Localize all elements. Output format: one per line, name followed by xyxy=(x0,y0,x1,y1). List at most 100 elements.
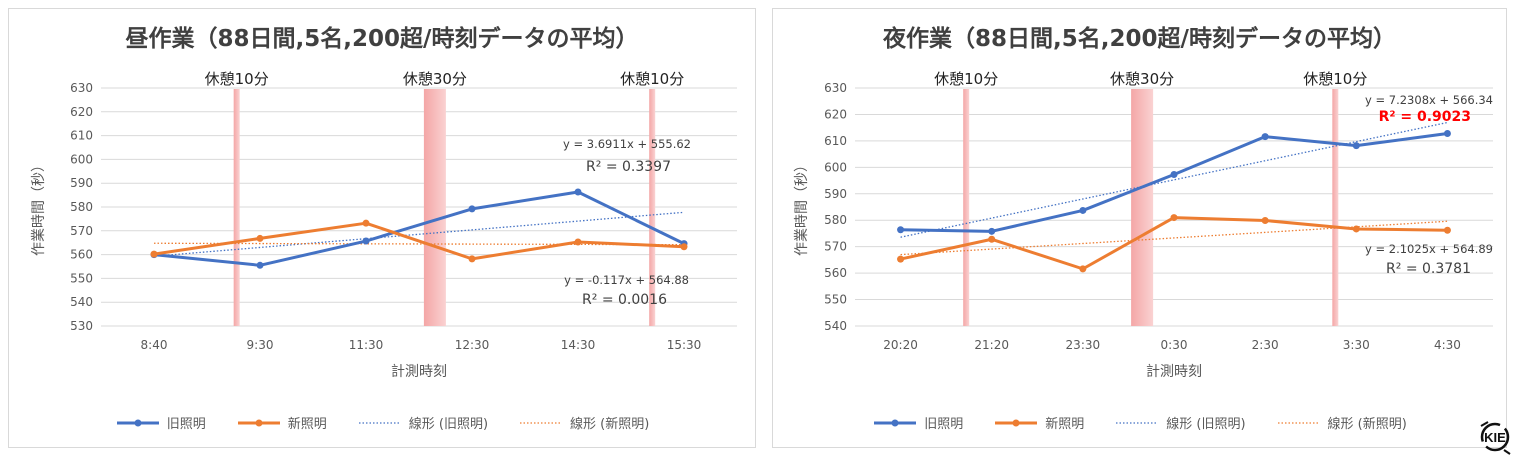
data-point xyxy=(256,234,264,242)
legend-label: 旧照明 xyxy=(166,417,206,432)
trendline-r-squared: R² = 0.9023 xyxy=(1379,109,1471,125)
break-label: 休憩30分 xyxy=(403,70,467,88)
trendline-equation: y = -0.117x + 564.88 xyxy=(564,273,689,287)
trendline-equation: y = 2.1025x + 564.89 xyxy=(1365,242,1493,256)
legend-marker-new xyxy=(995,419,1038,426)
legend-label: 新照明 xyxy=(1045,417,1085,432)
data-point xyxy=(468,205,476,213)
x-tick-label: 12:30 xyxy=(455,338,490,352)
data-point xyxy=(1443,226,1451,234)
legend-marker-old xyxy=(116,419,159,426)
data-point xyxy=(1079,206,1087,214)
data-point xyxy=(1443,129,1451,137)
chart-title: 昼作業（88日間,5名,200超/時刻データの平均） xyxy=(125,26,639,52)
y-tick-label: 620 xyxy=(70,105,93,119)
data-point xyxy=(1079,265,1087,273)
data-point xyxy=(1170,214,1178,222)
x-axis-title: 計測時刻 xyxy=(1146,364,1202,380)
trendline xyxy=(153,211,685,257)
x-tick-label: 14:30 xyxy=(561,338,596,352)
data-point xyxy=(1261,133,1269,141)
trendline-r-squared: R² = 0.3397 xyxy=(586,159,671,175)
data-point xyxy=(468,255,476,263)
x-tick-label: 0:30 xyxy=(1161,338,1188,352)
logo-text: KIE xyxy=(1484,430,1506,445)
legend-trend-new: 線形 (新照明) xyxy=(1276,413,1407,432)
x-tick-label: 8:40 xyxy=(141,338,168,352)
break-band xyxy=(963,89,970,326)
x-tick-label: 3:30 xyxy=(1343,338,1370,352)
legend-marker-old xyxy=(874,419,917,426)
trendline-r-squared: R² = 0.0016 xyxy=(582,292,667,308)
day-shift-chart: 昼作業（88日間,5名,200超/時刻データの平均） 530 540 550 560 5… xyxy=(8,8,756,448)
y-tick-label: 630 xyxy=(70,81,93,95)
series-line xyxy=(153,221,685,261)
y-tick-label: 540 xyxy=(824,319,847,333)
break-label: 休憩10分 xyxy=(1303,70,1367,88)
y-tick-label: 610 xyxy=(824,134,847,148)
break-label: 休憩10分 xyxy=(205,70,269,88)
legend-label: 線形 (新照明) xyxy=(1327,417,1407,432)
x-tick-label: 9:30 xyxy=(247,338,274,352)
day-chart-plot: 530 540 550 560 570 580 590 600 610 620 630 8:40 9:3… xyxy=(31,70,737,380)
break-band xyxy=(423,89,446,326)
y-tick-label: 530 xyxy=(70,319,93,333)
y-tick-label: 570 xyxy=(824,240,847,254)
x-tick-label: 2:30 xyxy=(1252,338,1279,352)
break-band xyxy=(649,89,656,326)
x-tick-label: 20:20 xyxy=(883,338,918,352)
legend-marker-trend-old xyxy=(358,421,401,424)
night-shift-chart: 夜作業（88日間,5名,200超/時刻データの平均） 540 550 560 570 5… xyxy=(772,8,1507,448)
y-tick-label: 610 xyxy=(70,129,93,143)
legend-label: 線形 (新照明) xyxy=(570,417,650,432)
chart-legend: 旧照明 新照明 線形 (旧照明) 線形 (新照明) xyxy=(9,413,755,432)
night-chart-plot: 540 550 560 570 580 590 600 610 620 630 20:20 21:20… xyxy=(794,70,1493,380)
data-point xyxy=(988,227,996,235)
data-point xyxy=(574,238,582,246)
data-point xyxy=(1352,225,1360,233)
legend-label: 旧照明 xyxy=(924,417,964,432)
y-tick-label: 620 xyxy=(824,107,847,121)
break-label: 休憩30分 xyxy=(1110,70,1174,88)
legend-marker-trend-new xyxy=(1277,421,1320,424)
x-tick-label: 15:30 xyxy=(667,338,702,352)
y-tick-label: 550 xyxy=(70,271,93,285)
y-tick-label: 570 xyxy=(70,224,93,238)
y-axis-title: 作業時間（秒） xyxy=(794,158,810,256)
chart-title: 夜作業（88日間,5名,200超/時刻データの平均） xyxy=(883,26,1396,52)
break-band xyxy=(1131,89,1154,326)
trendline-r-squared: R² = 0.3781 xyxy=(1386,261,1471,277)
legend-new-lighting: 新照明 xyxy=(993,413,1084,432)
trendline xyxy=(153,242,685,246)
y-tick-label: 580 xyxy=(824,213,847,227)
legend-label: 線形 (旧照明) xyxy=(408,417,489,432)
chart-legend: 旧照明 新照明 線形 (旧照明) 線形 (新照明) xyxy=(773,413,1506,432)
data-point xyxy=(362,237,370,245)
data-point xyxy=(897,255,905,263)
trendline-equation: y = 3.6911x + 555.62 xyxy=(563,137,691,151)
data-point xyxy=(680,243,688,251)
data-point xyxy=(897,226,905,234)
y-tick-label: 630 xyxy=(824,81,847,95)
data-point xyxy=(574,188,582,196)
y-axis-title: 作業時間（秒） xyxy=(31,158,47,256)
legend-new-lighting: 新照明 xyxy=(236,413,327,432)
x-tick-label: 23:30 xyxy=(1066,338,1101,352)
data-point xyxy=(1261,216,1269,224)
x-tick-label: 11:30 xyxy=(349,338,384,352)
trendline xyxy=(900,121,1448,238)
data-point xyxy=(988,235,996,243)
data-point xyxy=(1352,142,1360,150)
legend-label: 新照明 xyxy=(287,417,327,432)
series-line xyxy=(153,190,685,267)
legend-marker-trend-new xyxy=(520,421,563,424)
kie-logo: KIE xyxy=(1480,421,1511,455)
y-tick-label: 600 xyxy=(70,152,93,166)
data-point xyxy=(1170,170,1178,178)
x-tick-label: 4:30 xyxy=(1434,338,1461,352)
legend-trend-old: 線形 (旧照明) xyxy=(1114,413,1246,432)
y-tick-label: 590 xyxy=(824,187,847,201)
data-point xyxy=(150,250,158,258)
data-point xyxy=(256,261,264,269)
legend-trend-new: 線形 (新照明) xyxy=(518,413,649,432)
